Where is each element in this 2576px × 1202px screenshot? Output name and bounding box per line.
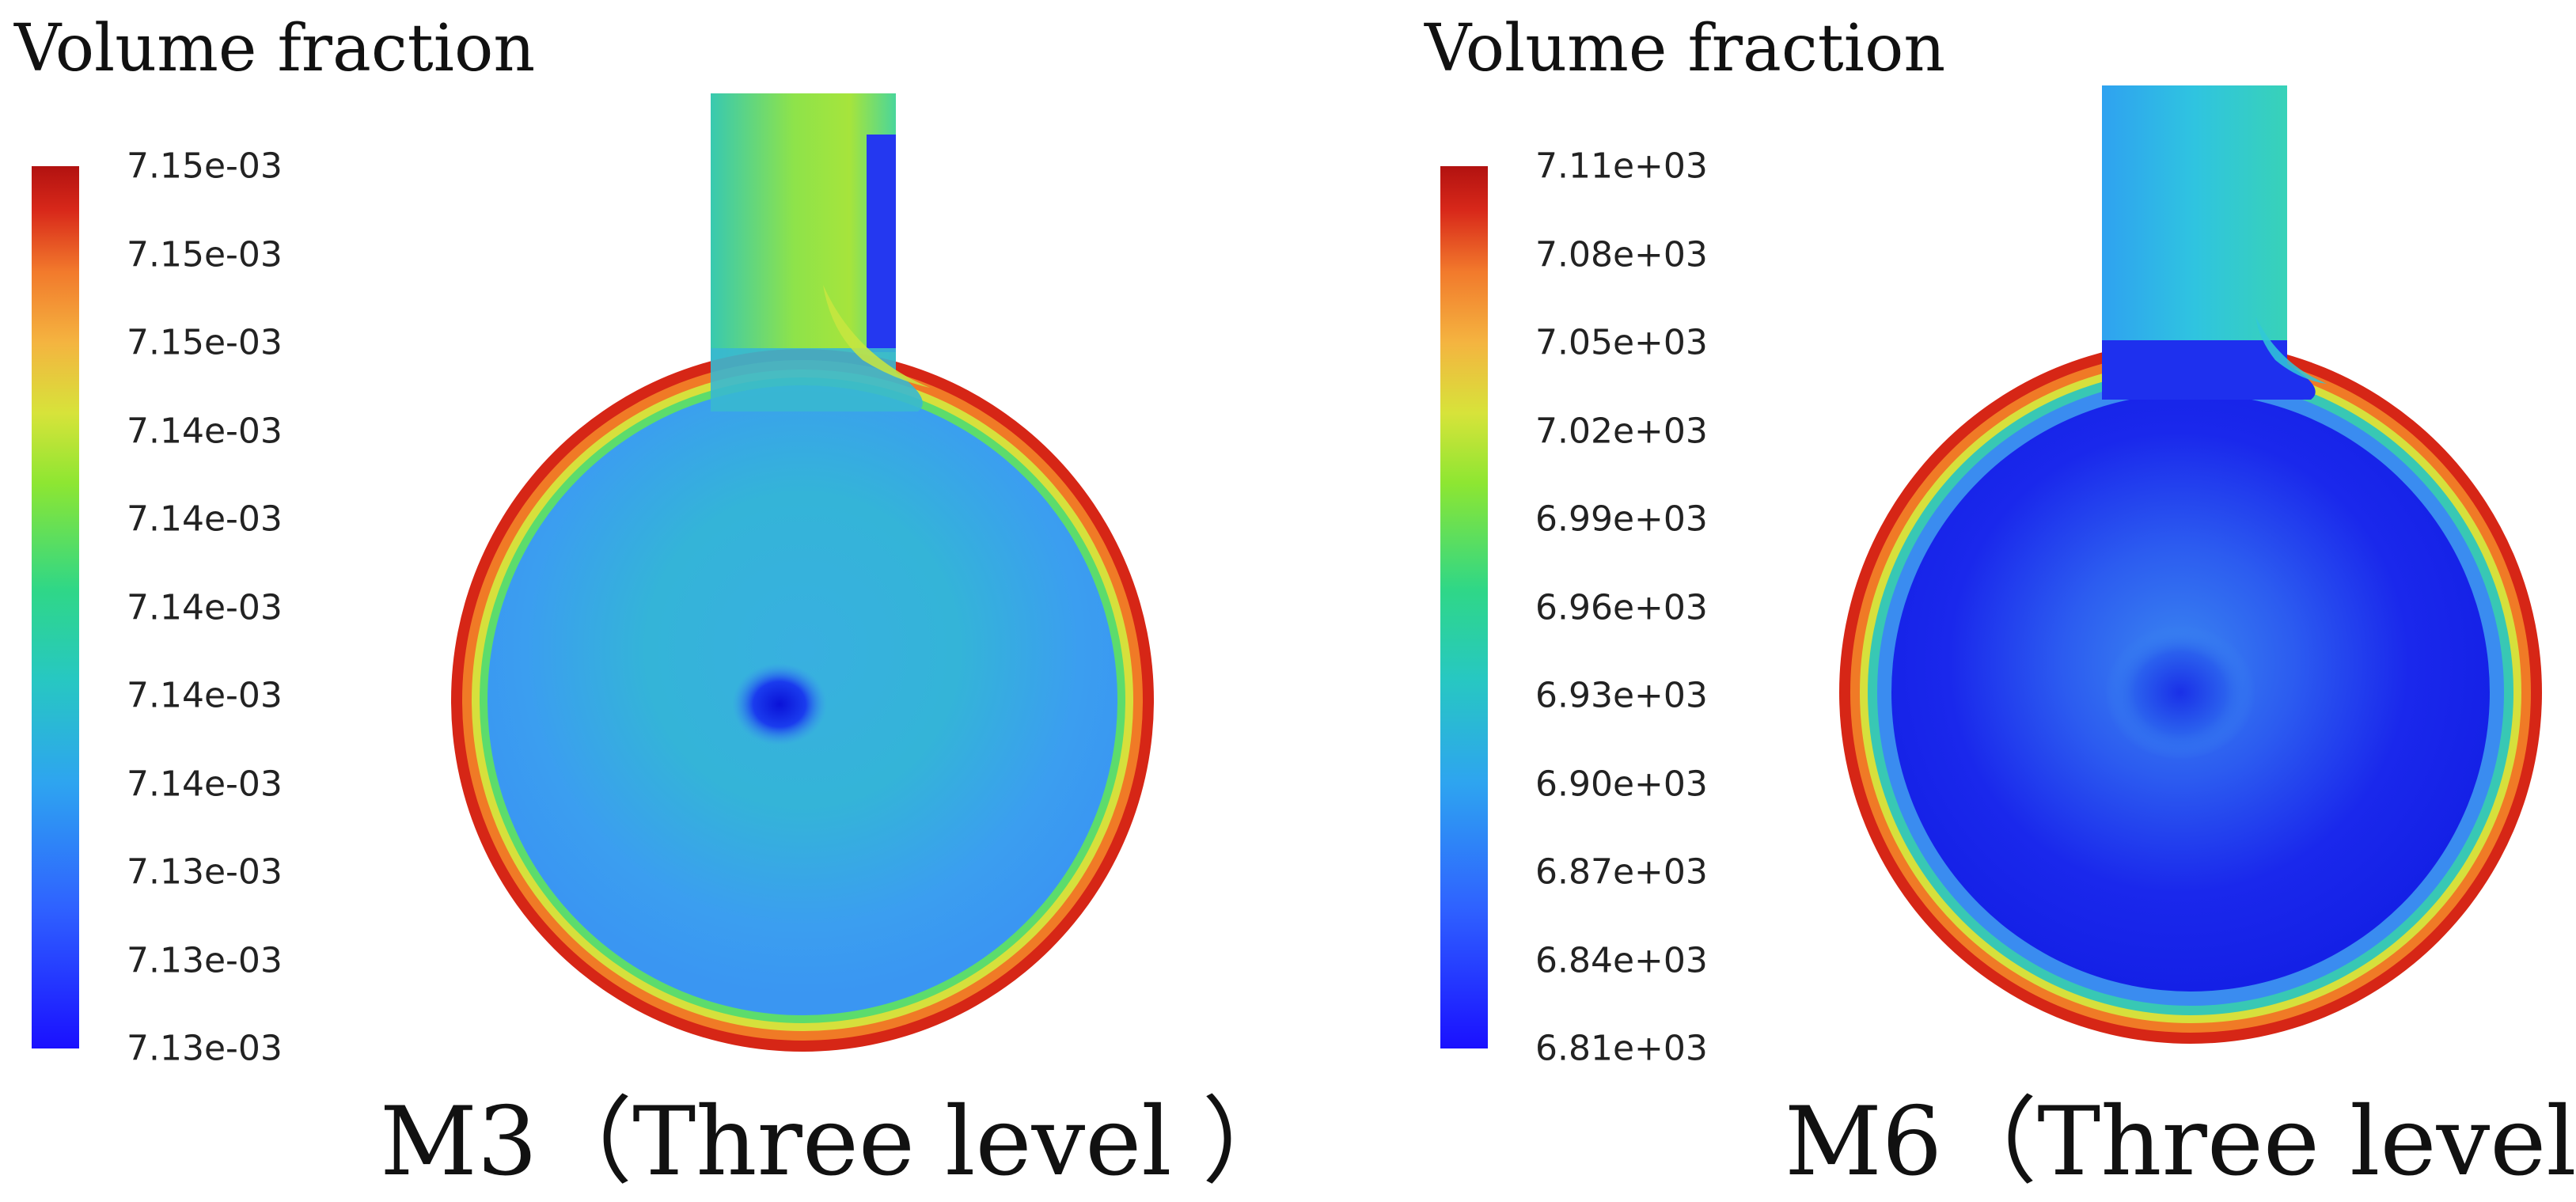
tick-label: 6.99e+03: [1535, 499, 1708, 540]
panel-caption: M6（Three level ）: [1785, 1087, 2576, 1197]
contour-plot: [1839, 85, 2542, 1044]
colorbar: [32, 166, 79, 1048]
tick-label: 7.08e+03: [1535, 234, 1708, 275]
inlet-low-streak: [867, 135, 896, 352]
tick-label: 7.15e-03: [127, 146, 283, 187]
tick-label: 7.15e-03: [127, 322, 283, 363]
tick-label: 7.02e+03: [1535, 411, 1708, 451]
panel-m6: Volume fraction 7.11e+03 7.08e+03 7.05e+…: [1425, 0, 2576, 1197]
tick-label: 6.96e+03: [1535, 587, 1708, 628]
inlet-jet: [823, 285, 930, 388]
tick-label: 6.87e+03: [1535, 851, 1708, 893]
tick-label: 7.14e-03: [127, 411, 283, 451]
vortex-core: [732, 663, 827, 745]
tick-label: 7.14e-03: [127, 499, 283, 540]
tick-label: 7.13e-03: [127, 1028, 283, 1069]
tick-label: 7.15e-03: [127, 234, 283, 275]
vortex-core: [2105, 625, 2255, 760]
contour-plot: [451, 93, 1154, 1052]
inlet-pipe: [711, 93, 896, 374]
tick-label: 6.90e+03: [1535, 764, 1708, 804]
tick-label: 6.93e+03: [1535, 675, 1708, 716]
tick-label: 7.13e-03: [127, 940, 283, 980]
colorbar-ticks: 7.11e+03 7.08e+03 7.05e+03 7.02e+03 6.99…: [1535, 146, 1741, 1069]
legend-title: Volume fraction: [1425, 11, 1946, 86]
tick-label: 7.13e-03: [127, 851, 283, 893]
panel-m3: Volume fraction 7.15e-03 7.15e-03 7.15e-…: [0, 0, 1297, 1197]
legend-title: Volume fraction: [14, 11, 536, 86]
inlet-junction: [2102, 340, 2316, 400]
tick-label: 7.14e-03: [127, 587, 283, 628]
tick-label: 6.84e+03: [1535, 940, 1708, 980]
inlet-jet: [2255, 317, 2327, 384]
tick-label: 7.05e+03: [1535, 322, 1708, 363]
panel-caption: M3（Three level ）: [380, 1087, 1297, 1197]
tick-label: 7.14e-03: [127, 675, 283, 716]
inlet-junction: [711, 348, 923, 411]
tick-label: 6.81e+03: [1535, 1028, 1708, 1069]
colorbar-ticks: 7.15e-03 7.15e-03 7.15e-03 7.14e-03 7.14…: [127, 146, 332, 1069]
colorbar: [1440, 166, 1488, 1048]
tick-label: 7.14e-03: [127, 764, 283, 804]
tick-label: 7.11e+03: [1535, 146, 1708, 187]
